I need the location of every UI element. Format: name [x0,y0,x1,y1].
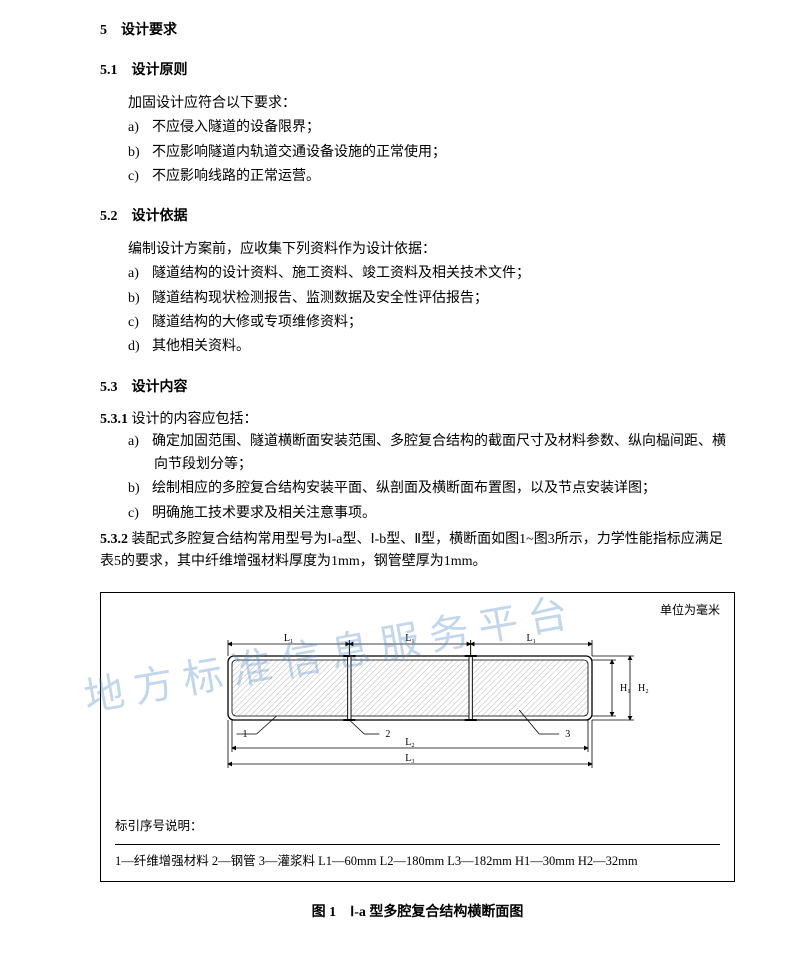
list-text: 不应影响线路的正常运营。 [152,169,320,184]
sub2-heading: 5.2 设计依据 [100,206,735,228]
svg-text:L₂: L₂ [405,737,415,748]
list-text: 不应影响隧道内轨道交通设备设施的正常使用； [152,145,446,160]
figure-box: 单位为毫米 L₁ L₁ L₁ L₂ L₃ H₁ H₂ 1 2 3 标引序号说明： 1—纤维增强材料… [100,592,735,883]
list-marker: c) [128,312,152,334]
sub3-title: 设计内容 [132,380,188,395]
list-item: b)不应影响隧道内轨道交通设备设施的正常使用； [128,142,735,164]
list-marker: c) [128,166,152,188]
sub1-title: 设计原则 [132,63,188,78]
sub3-num: 5.3 [100,380,118,395]
list-text: 隧道结构的大修或专项维修资料； [152,315,362,330]
svg-text:L₃: L₃ [405,753,415,764]
list-text: 隧道结构的设计资料、施工资料、竣工资料及相关技术文件； [152,266,530,281]
sub1-intro: 加固设计应符合以下要求： [128,93,735,115]
section-num: 5 [100,23,107,38]
list-marker: a) [128,263,152,285]
list-marker: c) [128,503,152,525]
svg-text:H₁: H₁ [620,683,631,694]
list-marker: b) [128,288,152,310]
section-title: 设计要求 [121,23,177,38]
p531-lead: 设计的内容应包括： [132,412,258,427]
sub1-heading: 5.1 设计原则 [100,60,735,82]
svg-text:2: 2 [385,729,390,740]
list-item: c)不应影响线路的正常运营。 [128,166,735,188]
sub2-intro: 编制设计方案前，应收集下列资料作为设计依据： [128,239,735,261]
list-item: b)绘制相应的多腔复合结构安装平面、纵剖面及横断面布置图，以及节点安装详图； [128,478,735,500]
p532-line: 5.3.2 装配式多腔复合结构常用型号为Ⅰ-a型、Ⅰ-b型、Ⅱ型，横断面如图1~… [100,529,735,574]
diagram-wrap: L₁ L₁ L₁ L₂ L₃ H₁ H₂ 1 2 3 [115,624,720,802]
list-item: d)其他相关资料。 [128,336,735,358]
list-item: c)隧道结构的大修或专项维修资料； [128,312,735,334]
p531-list: a)确定加固范围、隧道横断面安装范围、多腔复合结构的截面尺寸及材料参数、纵向榀间… [128,431,735,525]
list-marker: a) [128,117,152,139]
list-item: c)明确施工技术要求及相关注意事项。 [128,503,735,525]
svg-text:L₁: L₁ [526,633,536,644]
list-text: 隧道结构现状检测报告、监测数据及安全性评估报告； [152,291,488,306]
legend-title: 标引序号说明： [115,816,720,836]
list-marker: a) [128,431,152,453]
list-text: 确定加固范围、隧道横断面安装范围、多腔复合结构的截面尺寸及材料参数、纵向榀间距、… [152,434,726,471]
list-item: a)不应侵入隧道的设备限界； [128,117,735,139]
list-marker: b) [128,142,152,164]
list-text: 其他相关资料。 [152,339,250,354]
list-item: b)隧道结构现状检测报告、监测数据及安全性评估报告； [128,288,735,310]
unit-label: 单位为毫米 [115,601,720,620]
list-text: 明确施工技术要求及相关注意事项。 [152,506,376,521]
list-marker: d) [128,336,152,358]
figure-caption: 图 1 Ⅰ-a 型多腔复合结构横断面图 [100,902,735,924]
section-heading: 5 设计要求 [100,20,735,42]
sub2-list: a)隧道结构的设计资料、施工资料、竣工资料及相关技术文件； b)隧道结构现状检测… [128,263,735,359]
sub3-heading: 5.3 设计内容 [100,377,735,399]
list-text: 绘制相应的多腔复合结构安装平面、纵剖面及横断面布置图，以及节点安装详图； [152,481,656,496]
sub1-num: 5.1 [100,63,118,78]
list-marker: b) [128,478,152,500]
svg-text:L₁: L₁ [405,633,415,644]
svg-text:L₁: L₁ [283,633,293,644]
p531-line: 5.3.1 设计的内容应包括： [100,409,735,431]
list-text: 不应侵入隧道的设备限界； [152,120,320,135]
p532-text: 装配式多腔复合结构常用型号为Ⅰ-a型、Ⅰ-b型、Ⅱ型，横断面如图1~图3所示，力… [100,532,723,569]
list-item: a)隧道结构的设计资料、施工资料、竣工资料及相关技术文件； [128,263,735,285]
sub2-num: 5.2 [100,209,118,224]
cross-section-diagram: L₁ L₁ L₁ L₂ L₃ H₁ H₂ 1 2 3 [138,624,698,794]
svg-text:H₂: H₂ [638,683,649,694]
list-item: a)确定加固范围、隧道横断面安装范围、多腔复合结构的截面尺寸及材料参数、纵向榀间… [128,431,735,476]
p531-num: 5.3.1 [100,412,128,427]
svg-text:3: 3 [565,729,570,740]
legend-line: 1—纤维增强材料 2—钢管 3—灌浆料 L1—60mm L2—180mm L3—… [115,844,720,871]
sub2-title: 设计依据 [132,209,188,224]
p532-num: 5.3.2 [100,532,128,547]
sub1-list: a)不应侵入隧道的设备限界； b)不应影响隧道内轨道交通设备设施的正常使用； c… [128,117,735,188]
svg-text:1: 1 [242,729,247,740]
